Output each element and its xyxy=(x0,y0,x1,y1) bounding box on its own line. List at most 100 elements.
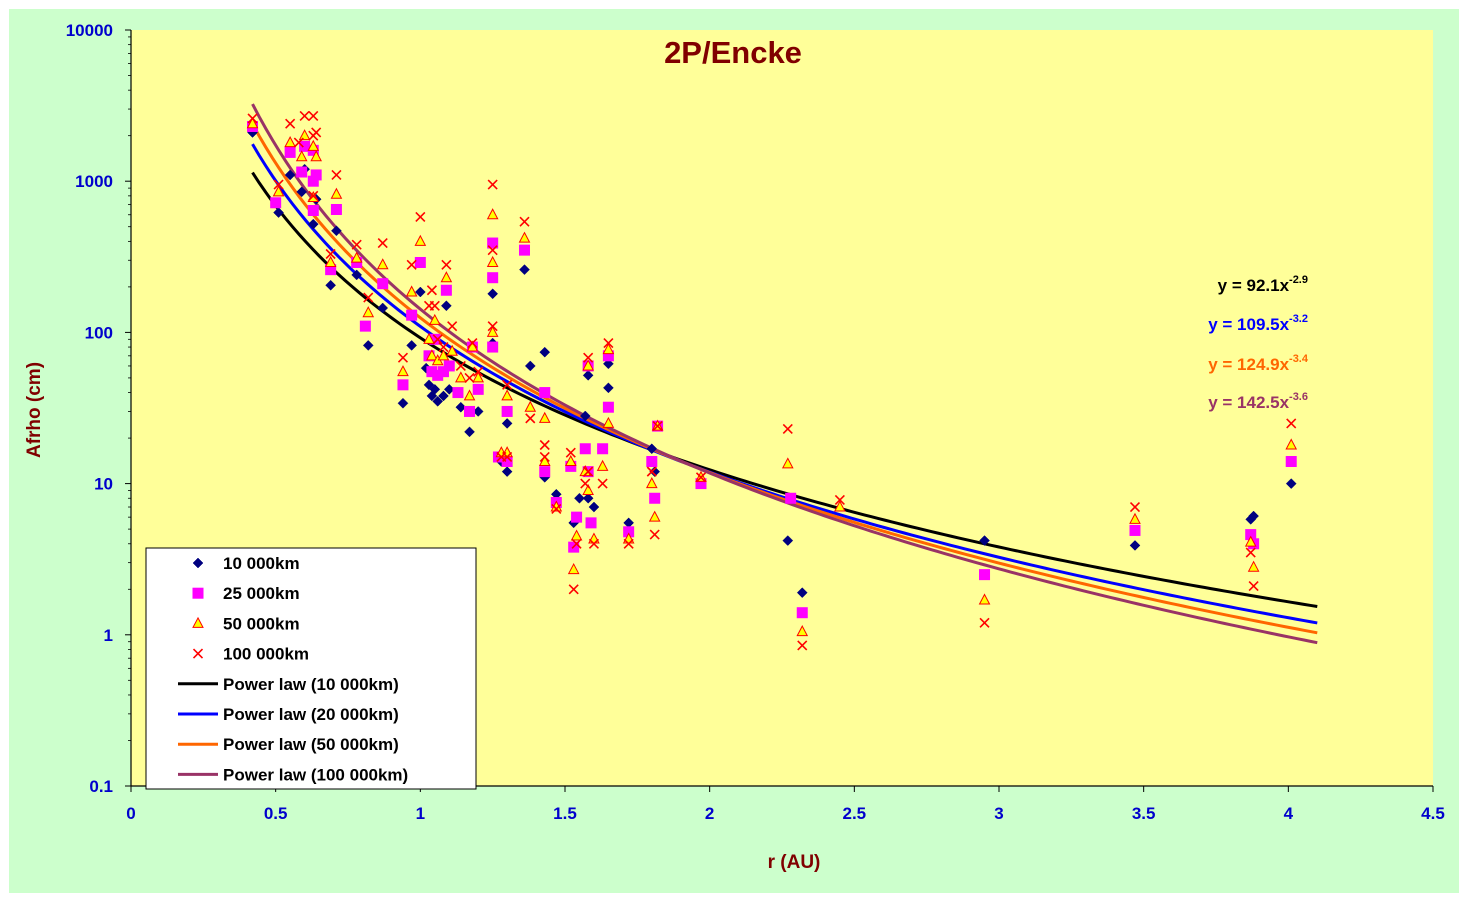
data-point xyxy=(437,366,449,378)
data-point xyxy=(406,259,417,270)
x-tick-label: 3 xyxy=(994,804,1003,823)
data-point xyxy=(834,500,846,512)
data-point xyxy=(568,584,579,595)
data-point xyxy=(588,538,599,549)
equation-base: y = 124.9x xyxy=(1208,355,1289,374)
data-point xyxy=(429,333,441,345)
x-marker-stroke xyxy=(588,538,599,549)
data-point xyxy=(539,346,551,358)
x-marker-stroke xyxy=(464,372,475,383)
data-point xyxy=(603,382,614,394)
x-marker-stroke xyxy=(467,338,478,349)
x-marker-stroke xyxy=(597,478,608,489)
x-marker-stroke xyxy=(285,118,296,129)
x-marker-stroke xyxy=(603,338,614,349)
fit-curve-3 xyxy=(251,103,1318,645)
x-marker-stroke xyxy=(565,447,576,458)
data-point xyxy=(432,395,444,407)
data-point xyxy=(307,139,320,151)
data-point xyxy=(1285,438,1298,450)
y-tick-label: 100 xyxy=(85,323,113,342)
x-marker-stroke xyxy=(331,169,342,181)
data-point xyxy=(782,423,793,434)
data-point xyxy=(652,421,663,432)
legend: 10 000km 25 000km 50 000km 100 000km Power l… xyxy=(145,547,477,790)
data-point xyxy=(350,251,363,263)
data-point xyxy=(574,492,585,504)
x-marker-stroke xyxy=(473,366,484,377)
x-marker-stroke xyxy=(551,503,562,514)
data-point xyxy=(310,169,322,181)
data-point xyxy=(1129,540,1141,551)
data-point xyxy=(782,535,794,546)
y-tick-label: 0.1 xyxy=(89,777,113,796)
data-point xyxy=(452,387,464,399)
data-point xyxy=(1245,529,1257,541)
data-point xyxy=(438,341,449,353)
data-point xyxy=(649,466,661,477)
data-point xyxy=(979,569,991,581)
data-point xyxy=(284,146,296,158)
data-point xyxy=(571,538,582,549)
x-marker-stroke xyxy=(502,451,513,463)
x-marker-stroke xyxy=(351,239,362,250)
data-point xyxy=(539,439,550,451)
x-tick-label: 0 xyxy=(126,804,135,823)
data-point xyxy=(432,334,443,345)
data-point xyxy=(397,352,409,363)
x-marker-stroke xyxy=(308,110,319,122)
data-point xyxy=(501,405,513,417)
y-axis-label: Afrho (cm) xyxy=(24,362,45,458)
data-point xyxy=(580,478,591,489)
y-tick-label: 1 xyxy=(104,626,113,645)
data-point xyxy=(978,593,991,605)
legend-label: 100 000km xyxy=(223,645,309,664)
x-marker-stroke xyxy=(311,127,322,138)
data-point xyxy=(979,617,990,628)
data-point xyxy=(487,288,499,300)
data-point xyxy=(429,384,441,395)
data-point xyxy=(308,190,319,201)
data-point xyxy=(1248,581,1259,592)
data-point xyxy=(501,418,513,429)
equation-exponent: -2.9 xyxy=(1289,274,1308,286)
data-point xyxy=(486,255,499,267)
data-point xyxy=(539,466,551,478)
data-point xyxy=(467,338,478,349)
data-point xyxy=(487,237,499,249)
data-point xyxy=(464,372,475,383)
data-point xyxy=(519,264,530,276)
x-marker-stroke xyxy=(1286,418,1297,429)
data-point xyxy=(464,405,476,417)
data-point xyxy=(455,360,466,372)
data-point xyxy=(603,338,614,349)
data-point xyxy=(597,443,609,455)
data-point xyxy=(519,216,530,227)
equation-base: y = 142.5x xyxy=(1208,393,1289,412)
data-point xyxy=(551,503,562,514)
x-marker-stroke xyxy=(583,466,594,477)
x-marker-stroke xyxy=(539,451,550,463)
data-point xyxy=(455,401,467,413)
x-marker-stroke xyxy=(426,285,437,296)
legend-label: Power law (20 000km) xyxy=(223,705,399,724)
data-point xyxy=(377,278,389,290)
data-point xyxy=(464,426,475,438)
x-marker-stroke xyxy=(623,538,634,549)
fit-equation: y = 142.5x-3.6 xyxy=(1208,391,1308,412)
data-point xyxy=(284,169,296,181)
data-point xyxy=(359,320,371,332)
data-point xyxy=(648,510,661,522)
data-point xyxy=(397,397,409,409)
data-point xyxy=(432,369,444,381)
data-point xyxy=(363,292,374,303)
data-point xyxy=(583,352,594,363)
data-point xyxy=(325,248,336,260)
data-point xyxy=(307,205,319,217)
data-point xyxy=(455,371,467,383)
x-marker-stroke xyxy=(695,472,707,483)
data-markers xyxy=(246,110,1298,651)
data-point xyxy=(1129,512,1141,524)
data-point xyxy=(538,411,551,423)
x-marker-stroke xyxy=(1248,581,1259,592)
